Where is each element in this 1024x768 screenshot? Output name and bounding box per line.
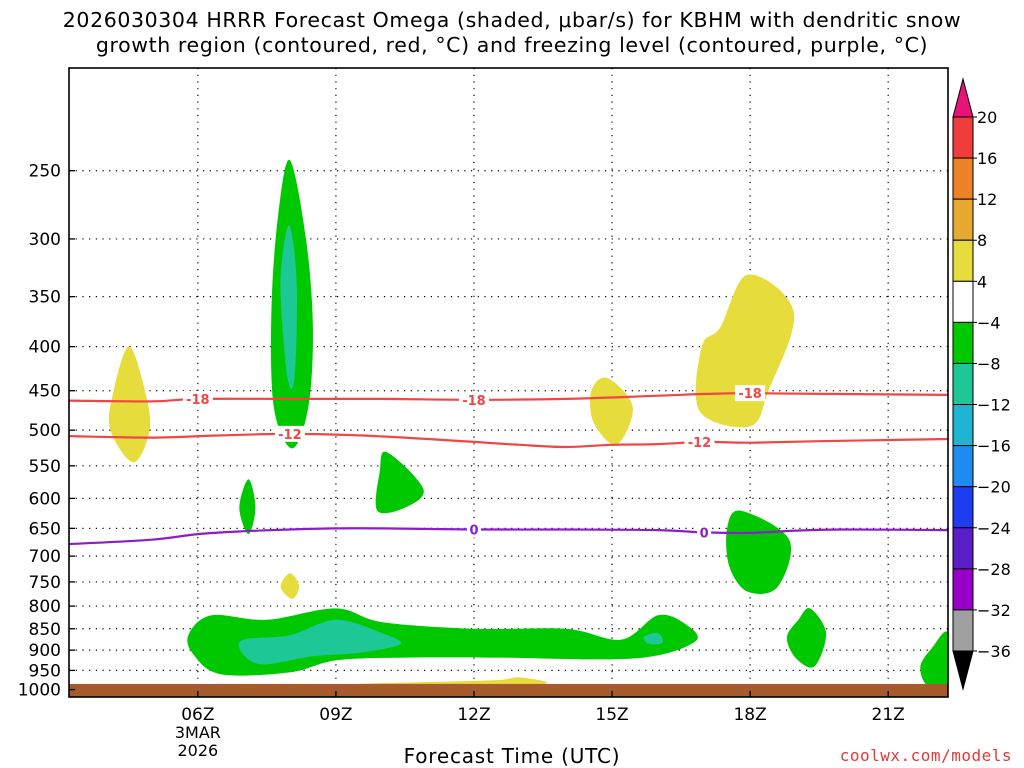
y-tick-label-750: 750 bbox=[29, 573, 61, 593]
colorbar-label-1: 16 bbox=[977, 149, 997, 168]
chart-title-line1: 2026030304 HRRR Forecast Omega (shaded, … bbox=[62, 8, 962, 32]
contour-label-0-0: 0 bbox=[469, 524, 478, 539]
contour-label-bg--12-0 bbox=[274, 425, 305, 442]
colorbar-label-0: 20 bbox=[977, 108, 997, 127]
colorbar-top-arrow bbox=[952, 77, 974, 118]
x-tick-date-06Z: 3MAR bbox=[175, 723, 221, 742]
omega-region-pos4-4 bbox=[280, 573, 300, 600]
omega-region-neg4-10 bbox=[187, 608, 698, 676]
omega-region-neg8-2 bbox=[280, 225, 298, 389]
colorbar-segment-4 bbox=[952, 280, 974, 323]
colorbar-label-4: 4 bbox=[977, 272, 987, 291]
omega-region-neg8-11 bbox=[238, 619, 401, 665]
y-tick-label-1000: 1000 bbox=[18, 681, 61, 701]
contour-label-bg-0-0 bbox=[466, 521, 481, 538]
colorbar-segment-3 bbox=[952, 239, 974, 282]
y-tick-label-450: 450 bbox=[29, 382, 61, 402]
colorbar-segment-0 bbox=[952, 116, 974, 159]
contour-label-bg--12-1 bbox=[684, 434, 715, 451]
colorbar-segment-7 bbox=[952, 404, 974, 447]
credit-text: coolwx.com/models bbox=[839, 746, 1012, 765]
y-tick-label-900: 900 bbox=[29, 641, 61, 661]
omega-region-pos4-7 bbox=[695, 274, 795, 428]
colorbar-label-5: −4 bbox=[977, 313, 1001, 332]
ground-surface bbox=[69, 683, 948, 697]
colorbar-label-3: 8 bbox=[977, 231, 987, 250]
y-tick-label-700: 700 bbox=[29, 547, 61, 567]
colorbar-segment-5 bbox=[952, 321, 974, 364]
contour-label-bg--18-2 bbox=[735, 385, 766, 402]
plot-area: -18 -18 -18 -12 -12 0 0 bbox=[69, 68, 948, 697]
colorbar-label-12: −32 bbox=[977, 601, 1011, 620]
contour-label-bg-0-1 bbox=[697, 524, 712, 541]
colorbar-label-6: −8 bbox=[977, 354, 1001, 373]
y-tick-label-300: 300 bbox=[29, 230, 61, 250]
colorbar-segment-2 bbox=[952, 198, 974, 241]
contour-label--12-0: -12 bbox=[278, 428, 302, 443]
y-tick-label-550: 550 bbox=[29, 457, 61, 477]
y-tick-label-800: 800 bbox=[29, 597, 61, 617]
colorbar-segment-8 bbox=[952, 445, 974, 488]
contour-label-0-1: 0 bbox=[700, 526, 709, 541]
x-tick-year-06Z: 2026 bbox=[177, 741, 218, 760]
contour-label--18-0: -18 bbox=[186, 393, 210, 408]
contour-label--18-1: -18 bbox=[462, 394, 486, 409]
omega-region-neg4-8 bbox=[726, 510, 792, 594]
x-tick-label-18Z: 18Z bbox=[733, 705, 766, 725]
contour-line--12 bbox=[69, 432, 948, 449]
x-tick-label-09Z: 09Z bbox=[319, 705, 352, 725]
chart-title-line2: growth region (contoured, red, °C) and f… bbox=[95, 33, 929, 57]
plot-frame bbox=[68, 67, 949, 698]
y-tick-label-850: 850 bbox=[29, 620, 61, 640]
colorbar-label-9: −20 bbox=[977, 478, 1011, 497]
colorbar-label-11: −28 bbox=[977, 560, 1011, 579]
y-tick-label-600: 600 bbox=[29, 489, 61, 509]
colorbar-label-8: −16 bbox=[977, 437, 1011, 456]
colorbar-segment-6 bbox=[952, 362, 974, 406]
omega-region-neg4-5 bbox=[375, 451, 424, 514]
contour-line-0 bbox=[69, 527, 948, 546]
x-tick-label-12Z: 12Z bbox=[457, 705, 490, 725]
colorbar-segment-10 bbox=[952, 527, 974, 570]
omega-region-neg4-13 bbox=[920, 631, 948, 694]
x-tick-label-06Z: 06Z bbox=[181, 705, 214, 725]
colorbar-label-13: −36 bbox=[977, 642, 1011, 661]
colorbar-segment-9 bbox=[952, 486, 974, 529]
contour-label--12-1: -12 bbox=[688, 436, 712, 451]
omega-region-pos4-0 bbox=[108, 346, 151, 463]
colorbar-label-10: −24 bbox=[977, 519, 1011, 538]
x-tick-label-15Z: 15Z bbox=[595, 705, 628, 725]
y-tick-label-650: 650 bbox=[29, 519, 61, 539]
colorbar-label-7: −12 bbox=[977, 396, 1011, 415]
omega-region-neg4-3 bbox=[239, 479, 256, 535]
colorbar-bottom-arrow bbox=[952, 650, 974, 691]
colorbar-segment-12 bbox=[952, 609, 974, 652]
y-tick-label-500: 500 bbox=[29, 421, 61, 441]
omega-region-pos4-6 bbox=[589, 377, 633, 446]
colorbar-segment-11 bbox=[952, 568, 974, 611]
contour-label-bg--18-0 bbox=[182, 390, 213, 407]
y-tick-label-350: 350 bbox=[29, 288, 61, 308]
contour-label-bg--18-1 bbox=[458, 391, 489, 408]
y-tick-label-400: 400 bbox=[29, 338, 61, 358]
colorbar-label-2: 12 bbox=[977, 190, 997, 209]
y-tick-label-950: 950 bbox=[29, 661, 61, 681]
x-axis-title: Forecast Time (UTC) bbox=[403, 744, 621, 768]
omega-region-neg4-9 bbox=[786, 608, 827, 668]
omega-region-neg8-12 bbox=[643, 632, 664, 645]
contour-label--18-2: -18 bbox=[738, 387, 762, 402]
x-tick-label-21Z: 21Z bbox=[872, 705, 905, 725]
colorbar-segment-1 bbox=[952, 157, 974, 200]
y-tick-label-250: 250 bbox=[29, 162, 61, 182]
